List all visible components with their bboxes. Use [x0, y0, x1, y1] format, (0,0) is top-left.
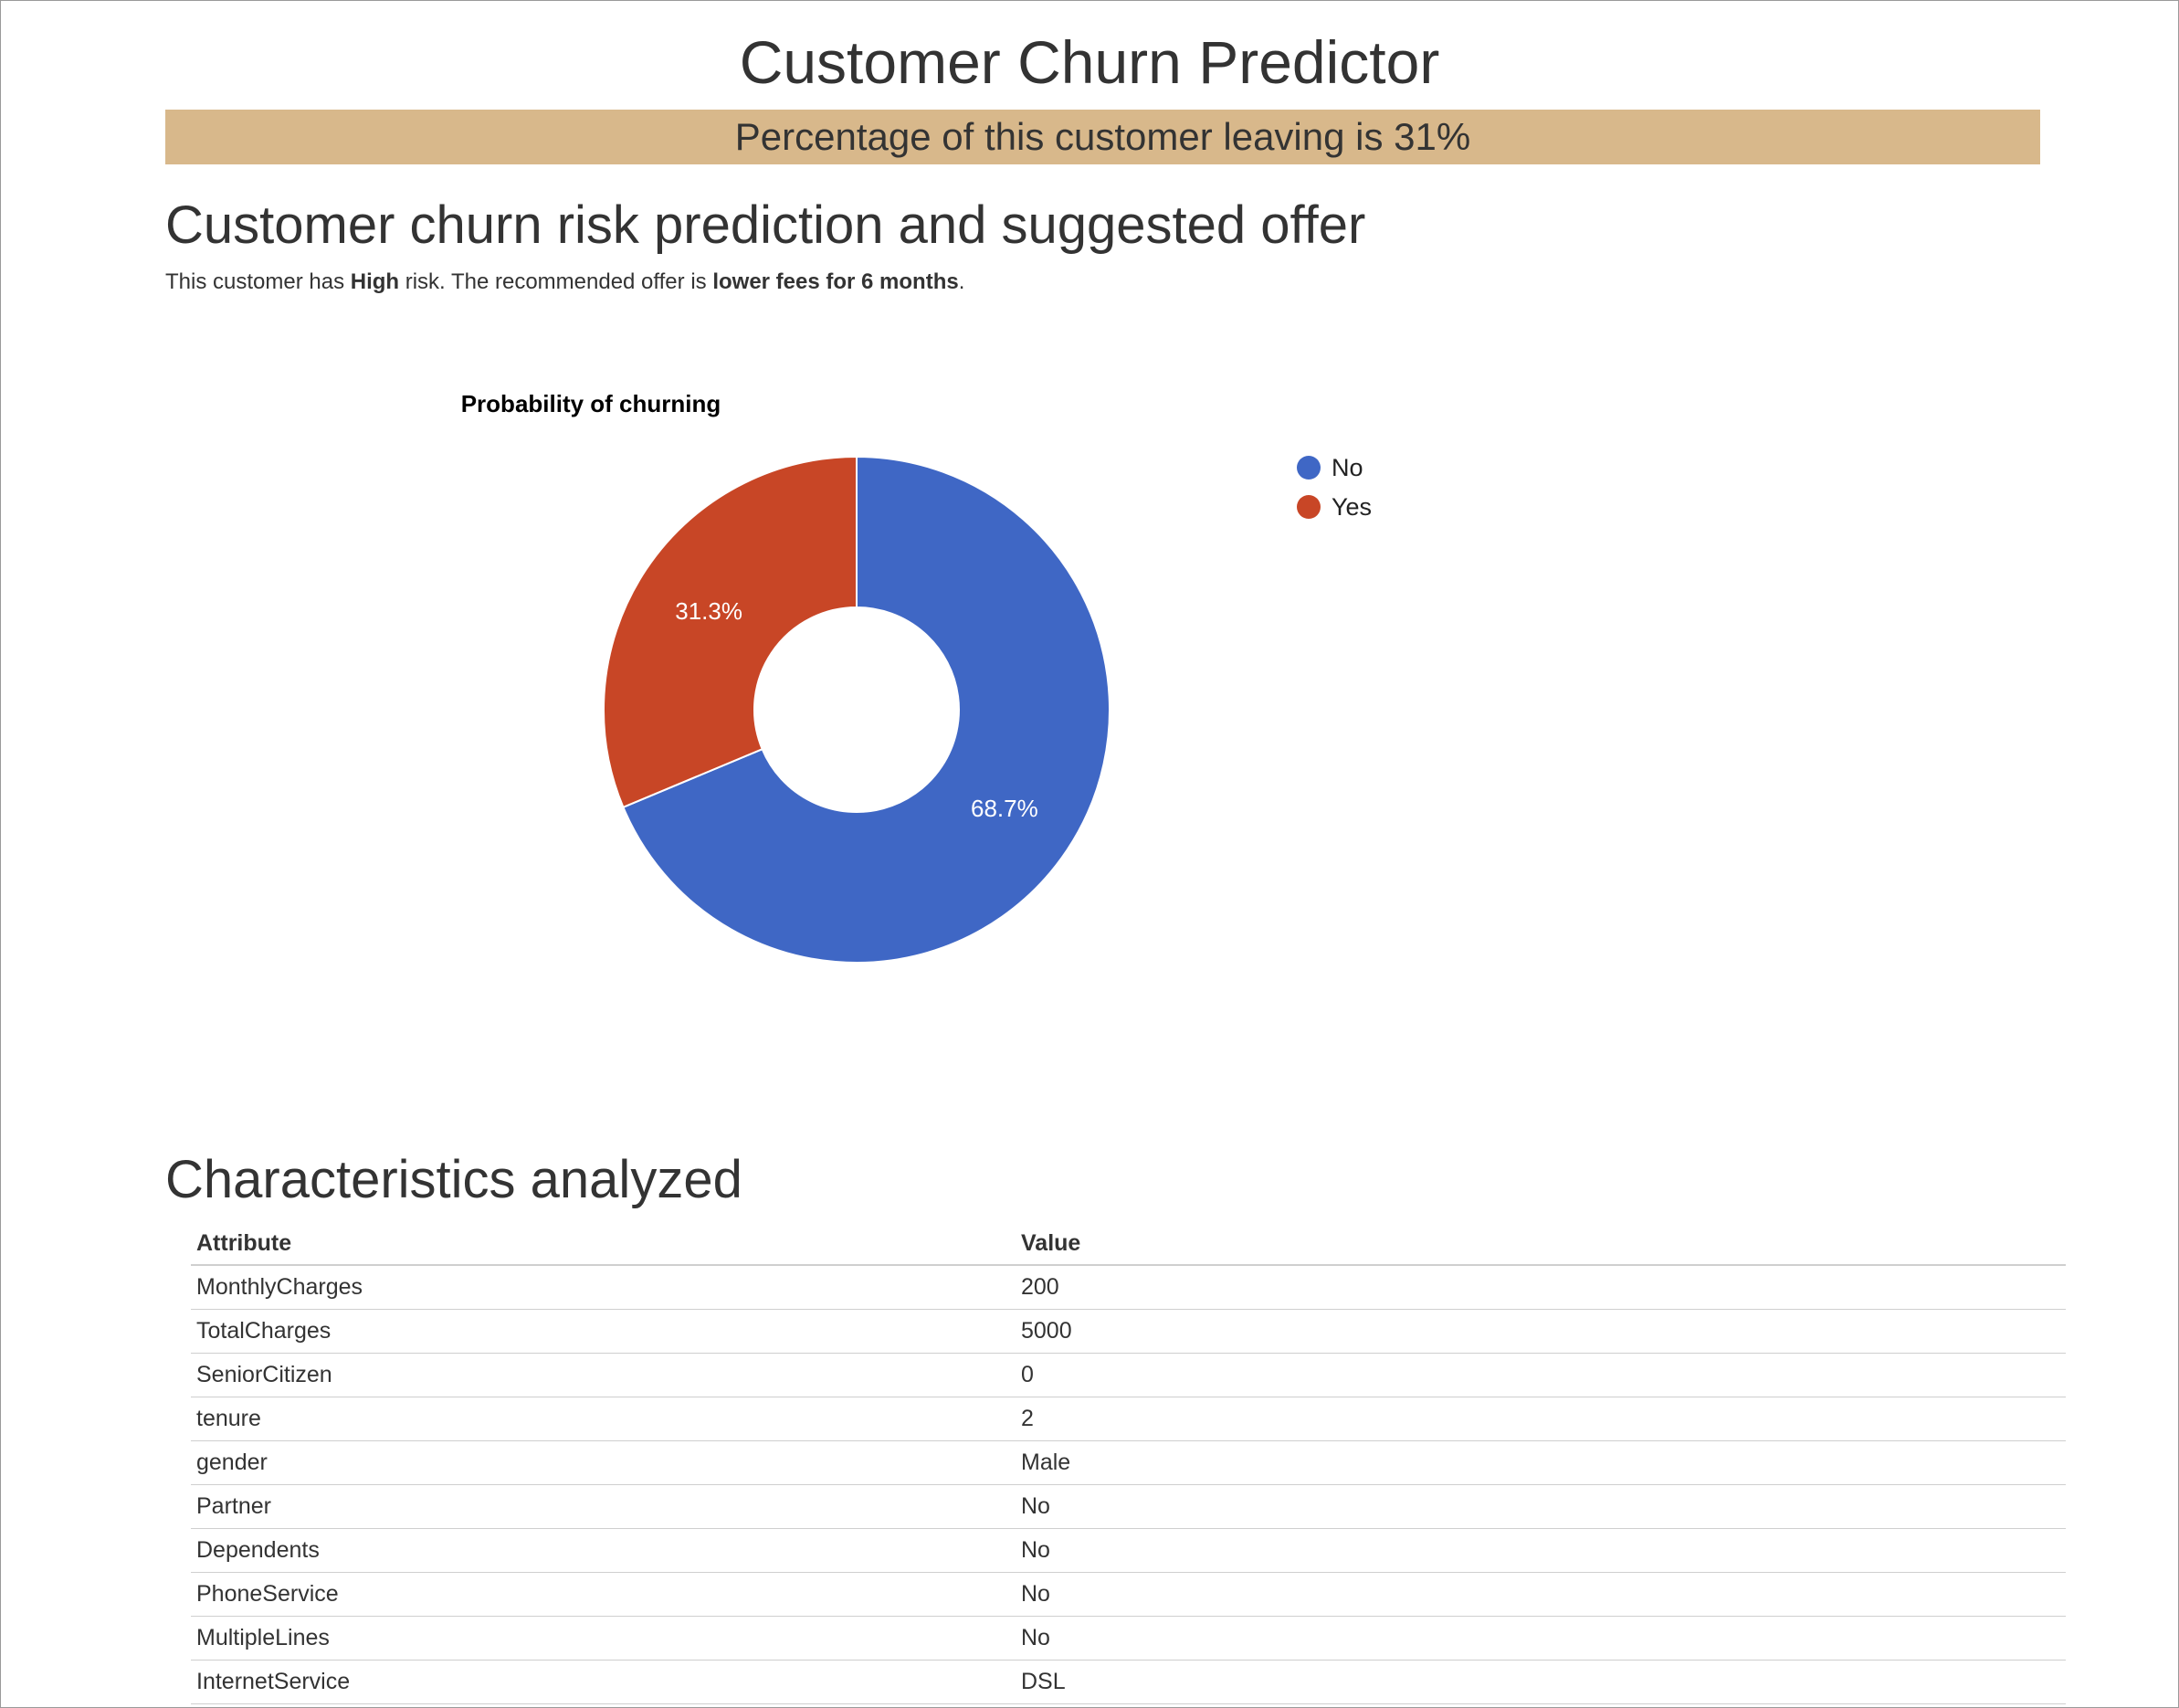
legend-marker-yes	[1297, 495, 1321, 519]
attribute-cell: Dependents	[191, 1528, 1016, 1573]
attribute-cell: tenure	[191, 1397, 1016, 1441]
value-cell: 5000	[1016, 1309, 2066, 1354]
attribute-cell: TotalCharges	[191, 1309, 1016, 1354]
attribute-cell: InternetService	[191, 1660, 1016, 1704]
value-cell: No	[1016, 1528, 2066, 1573]
attribute-cell: PhoneService	[191, 1572, 1016, 1617]
attribute-cell: MultipleLines	[191, 1616, 1016, 1661]
table-row: InternetService DSL	[191, 1660, 2066, 1704]
churn-donut-chart: Probability of churning 68.7% 31.3% No Yes	[461, 390, 1372, 964]
churn-percentage-banner: Percentage of this customer leaving is 3…	[165, 110, 2040, 164]
value-cell: 2	[1016, 1397, 2066, 1441]
prediction-heading: Customer churn risk prediction and sugge…	[165, 195, 1366, 255]
characteristics-table: Attribute Value MonthlyCharges 200 TotalCh…	[191, 1222, 2066, 1704]
table-row: SeniorCitizen 0	[191, 1353, 2066, 1397]
table-row: gender Male	[191, 1440, 2066, 1485]
donut-slice-no[interactable]	[622, 455, 1111, 964]
characteristics-heading: Characteristics analyzed	[165, 1150, 742, 1209]
attribute-cell: MonthlyCharges	[191, 1265, 1016, 1310]
value-cell: Male	[1016, 1440, 2066, 1485]
column-header-attribute: Attribute	[191, 1222, 1016, 1266]
table-row: Partner No	[191, 1484, 2066, 1529]
legend-label-no[interactable]: No	[1332, 454, 1363, 481]
legend-marker-no	[1297, 456, 1321, 480]
value-cell: No	[1016, 1616, 2066, 1661]
slice-label-yes: 31.3%	[675, 597, 742, 625]
value-cell: DSL	[1016, 1660, 2066, 1704]
summary-suffix: .	[958, 269, 965, 294]
value-cell: 200	[1016, 1265, 2066, 1310]
recommended-offer: lower fees for 6 months	[712, 269, 959, 294]
value-cell: No	[1016, 1572, 2066, 1617]
table-row: PhoneService No	[191, 1572, 2066, 1617]
table-row: MultipleLines No	[191, 1616, 2066, 1661]
table-row: Dependents No	[191, 1528, 2066, 1573]
attribute-cell: SeniorCitizen	[191, 1353, 1016, 1397]
table-row: TotalCharges 5000	[191, 1309, 2066, 1354]
prediction-summary: This customer has High risk. The recomme…	[165, 269, 964, 295]
page-title: Customer Churn Predictor	[739, 28, 1440, 96]
table-header-row: Attribute Value	[191, 1222, 2066, 1266]
chart-title: Probability of churning	[461, 390, 721, 417]
summary-middle: risk. The recommended offer is	[399, 269, 713, 294]
attribute-cell: Partner	[191, 1484, 1016, 1529]
value-cell: 0	[1016, 1353, 2066, 1397]
banner-text: Percentage of this customer leaving is 3…	[734, 115, 1471, 158]
value-cell: No	[1016, 1484, 2066, 1529]
risk-level: High	[350, 269, 400, 294]
slice-label-no: 68.7%	[971, 795, 1038, 822]
attribute-cell: gender	[191, 1440, 1016, 1485]
characteristics-table-wrap: Attribute Value MonthlyCharges 200 TotalCh…	[191, 1222, 2066, 1704]
churn-chart: Probability of churning 68.7% 31.3% No Yes	[0, 365, 2179, 1023]
summary-prefix: This customer has	[165, 269, 351, 294]
table-row: tenure 2	[191, 1397, 2066, 1441]
table-row: MonthlyCharges 200	[191, 1265, 2066, 1310]
column-header-value: Value	[1016, 1222, 2066, 1266]
donut-slice-yes[interactable]	[603, 455, 858, 809]
legend-label-yes[interactable]: Yes	[1332, 493, 1372, 521]
